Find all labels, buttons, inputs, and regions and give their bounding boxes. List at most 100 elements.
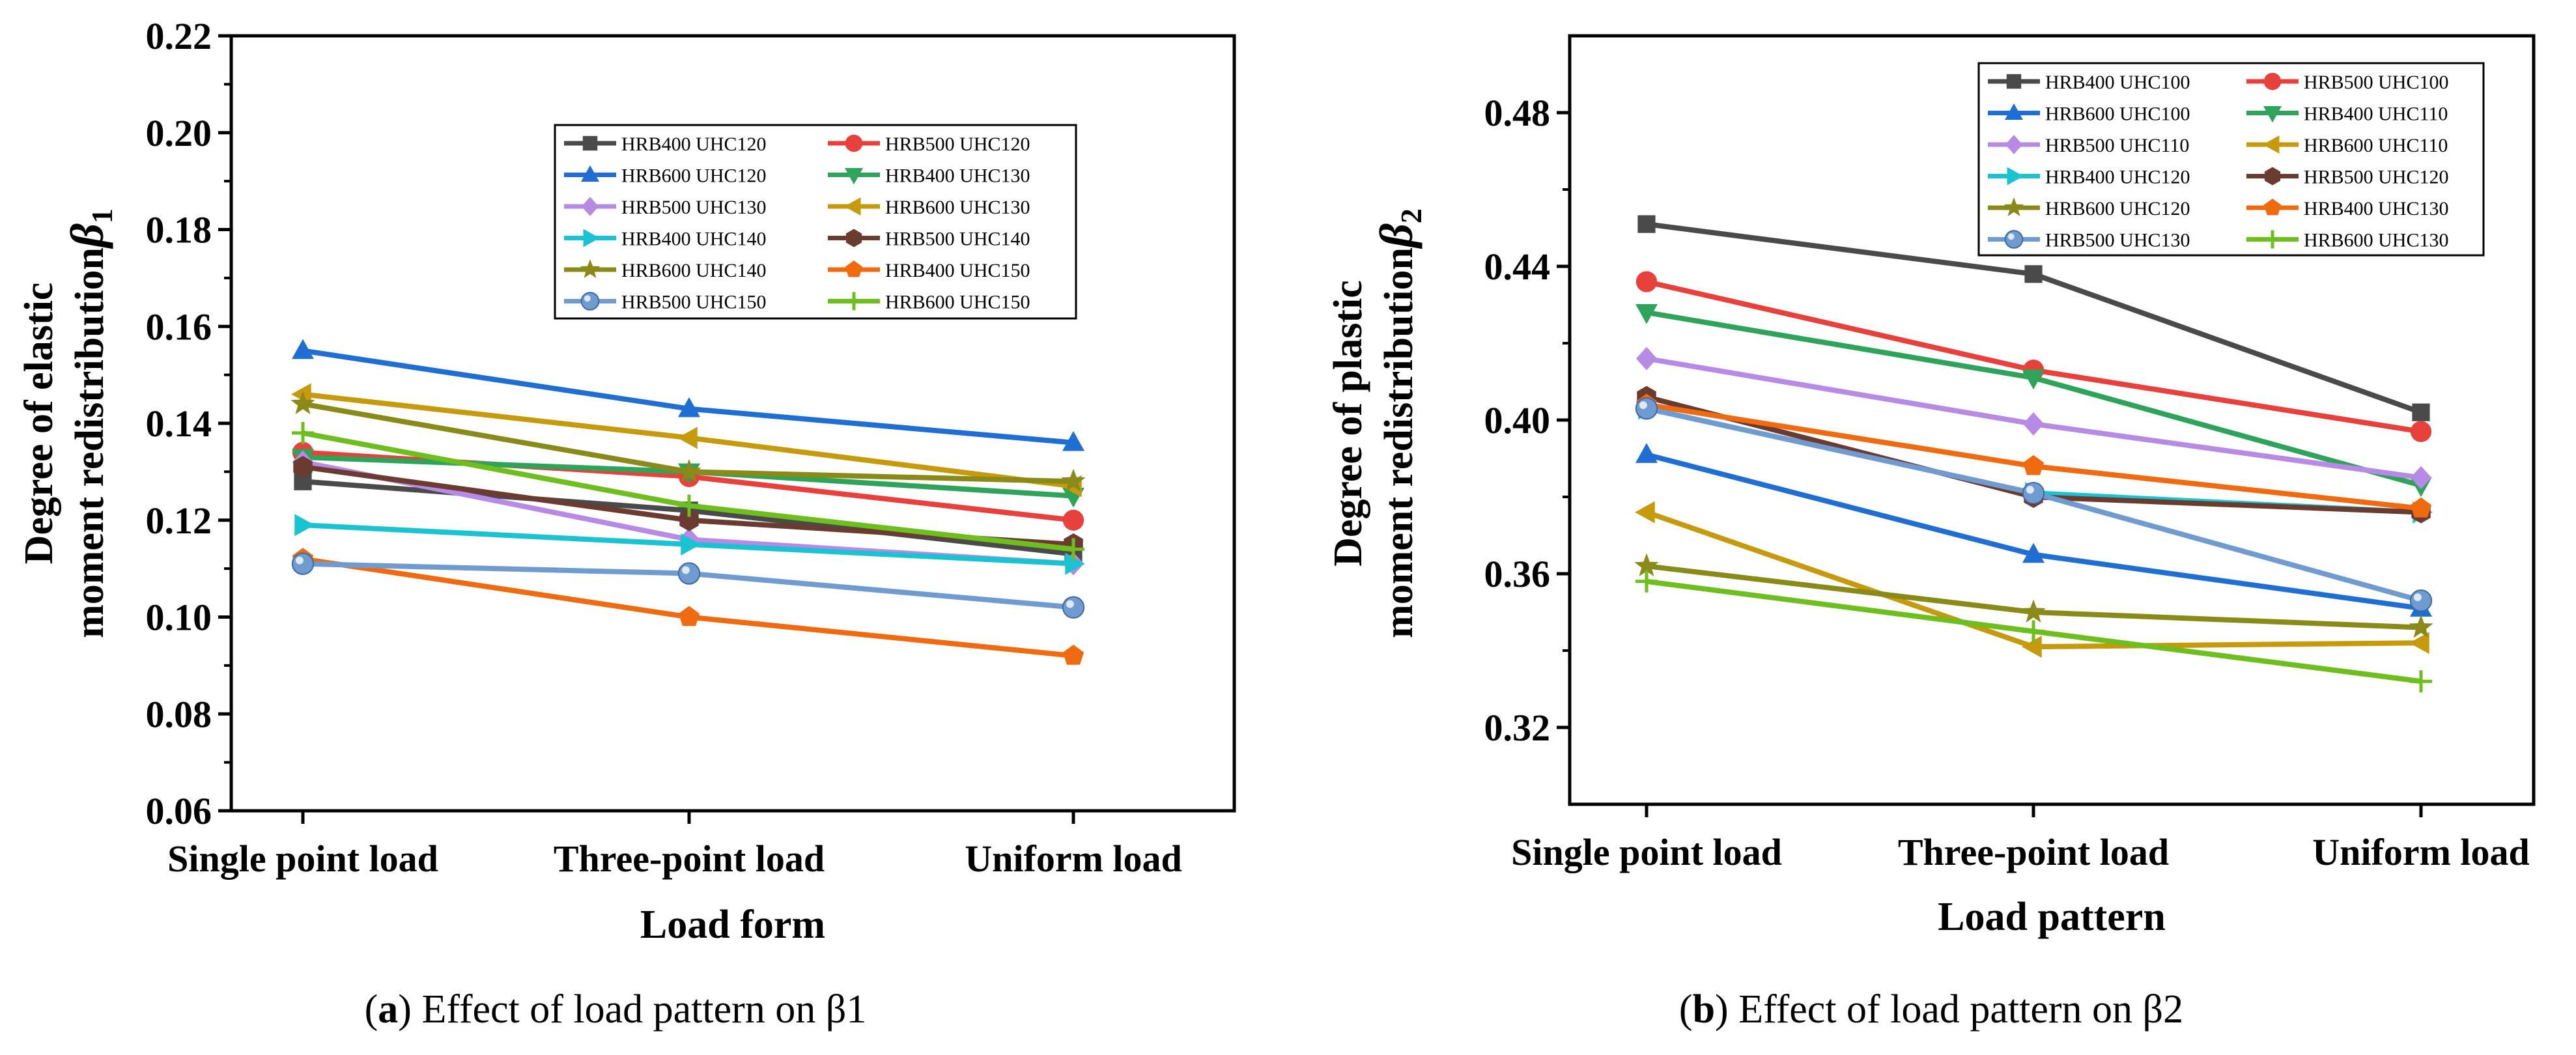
legend-entry: HRB400 UHC130: [828, 165, 1030, 187]
legend-entry: HRB400 UHC130: [2246, 198, 2449, 219]
x-tick-label: Three-point load: [1898, 831, 2169, 873]
chart-panel-b: 0.32 0.36 0.40 0.44 0.48 Single point load Thr…: [1326, 34, 2536, 1032]
legend-swatch-marker: [2007, 167, 2024, 186]
series-hrb400-uhc100: [1637, 215, 2430, 421]
data-point: [1635, 271, 1658, 292]
data-point: [2410, 466, 2432, 490]
data-point-highlight: [2026, 486, 2034, 494]
data-point: [681, 533, 701, 556]
legend-entry: HRB500 UHC130: [1988, 230, 2190, 251]
data-point: [677, 562, 701, 585]
legend-entry: HRB600 UHC130: [2246, 230, 2449, 251]
legend-swatch-marker: [845, 134, 863, 152]
legend-entry: HRB500 UHC110: [1988, 135, 2189, 156]
x-axis-title: Load form: [640, 903, 825, 947]
series-hrb600-uhc120: [292, 339, 1084, 451]
data-point: [1065, 552, 1085, 575]
x-tick-label: Uniform load: [965, 837, 1182, 880]
legend-entry: HRB400 UHC120: [564, 134, 767, 155]
y-axis-title-subscript: 2: [1394, 208, 1428, 223]
caption-panel-label: b: [1693, 987, 1715, 1032]
data-point: [677, 458, 701, 483]
data-point: [678, 494, 700, 517]
legend-label: HRB500 UHC140: [885, 229, 1030, 250]
data-point: [1635, 501, 1655, 524]
caption-close-paren: ): [1715, 987, 1738, 1032]
legend-label: HRB400 UHC100: [2045, 72, 2190, 93]
y-axis-title-line1: Degree of plastic: [1326, 280, 1370, 567]
legend-swatch-marker: [2004, 230, 2024, 249]
series-line: [302, 348, 1074, 445]
legend-frame: [554, 124, 1077, 320]
legend-label: HRB600 UHC110: [2304, 135, 2448, 156]
y-tick-label: 0.36: [1484, 553, 1551, 595]
data-point: [2410, 421, 2432, 442]
legend-label: HRB500 UHC150: [621, 292, 767, 313]
series-line: [1645, 452, 2422, 612]
legend-swatch-marker: [2003, 197, 2024, 217]
data-point: [291, 552, 315, 575]
y-tick-label: 0.22: [146, 15, 212, 57]
y-axis-title-line2: moment redistributionβ2: [1370, 208, 1428, 638]
data-point: [293, 455, 313, 478]
data-point: [2024, 265, 2043, 283]
legend-swatch-marker: [2006, 74, 2022, 89]
legend-entry: HRB600 UHC110: [2246, 135, 2448, 156]
legend-label: HRB400 UHC140: [621, 229, 767, 250]
figure-caption: (b) Effect of load pattern on β2: [1679, 987, 2183, 1032]
legend-entry: HRB500 UHC140: [828, 229, 1030, 250]
legend-label: HRB400 UHC120: [621, 134, 767, 155]
series-hrb600-uhc120: [1634, 553, 2433, 638]
data-point: [677, 427, 698, 449]
legend-swatch-marker-highlight: [2007, 233, 2015, 240]
legend-entry: HRB600 UHC120: [564, 165, 767, 187]
legend-swatch-marker: [2263, 72, 2282, 91]
legend-entry: HRB500 UHC120: [2246, 167, 2449, 188]
data-point: [2022, 620, 2045, 643]
legend-swatch-marker-highlight: [584, 295, 591, 302]
data-point: [292, 421, 314, 444]
y-tick-label: 0.20: [146, 112, 212, 154]
series-line: [1646, 279, 2422, 434]
y-tick-label: 0.44: [1484, 246, 1551, 288]
legend-entry: HRB500 UHC150: [564, 292, 767, 313]
legend-swatch-marker: [580, 292, 600, 311]
chart-panel-a: 0.06 0.08 0.10 0.12 0.14 0.16 0.18 0.20 0.22 Sing…: [17, 15, 1236, 1032]
legend-label: HRB600 UHC140: [621, 260, 767, 281]
data-point: [1635, 570, 1658, 593]
caption-panel-label: a: [378, 987, 398, 1032]
y-tick-label: 0.10: [146, 597, 212, 639]
data-point-highlight: [681, 566, 690, 574]
series-hrb600-uhc140: [290, 391, 1086, 492]
series-hrb500-uhc150: [291, 552, 1085, 619]
data-point: [1062, 596, 1085, 619]
y-tick-label: 0.08: [146, 693, 212, 735]
legend-label: HRB600 UHC100: [2045, 104, 2190, 125]
legend-label: HRB600 UHC130: [885, 197, 1030, 218]
y-tick-label: 0.14: [146, 402, 212, 445]
legend-swatch-marker: [582, 135, 598, 151]
x-tick-label: Uniform load: [2312, 831, 2530, 873]
legend-entry: HRB600 UHC150: [828, 292, 1030, 313]
figure-caption: (a) Effect of load pattern on β1: [365, 987, 867, 1032]
data-point: [290, 391, 315, 415]
data-point-highlight: [295, 556, 304, 565]
data-point: [1634, 553, 1659, 577]
data-point: [2022, 412, 2045, 436]
legend-entry: HRB500 UHC100: [2246, 72, 2449, 93]
data-point: [678, 606, 700, 626]
x-tick-label: Single point load: [167, 837, 438, 880]
legend: HRB400 UHC120 HRB500 UHC120 HRB600 UHC120 H…: [554, 124, 1077, 320]
legend-label: HRB500 UHC100: [2304, 72, 2449, 93]
y-tick-label: 0.06: [146, 790, 212, 832]
data-point: [2022, 455, 2045, 475]
legend-entry: HRB600 UHC130: [828, 197, 1030, 218]
legend-label: HRB600 UHC120: [2045, 198, 2190, 219]
legend-label: HRB500 UHC120: [2304, 167, 2449, 188]
y-axis-title-symbol: β: [61, 223, 113, 249]
caption-open-paren: (: [1679, 987, 1693, 1032]
data-point: [1635, 443, 1658, 463]
x-axis-title: Load pattern: [1938, 895, 2166, 939]
legend-label: HRB600 UHC150: [885, 292, 1030, 313]
caption-close-paren: ): [398, 987, 421, 1032]
